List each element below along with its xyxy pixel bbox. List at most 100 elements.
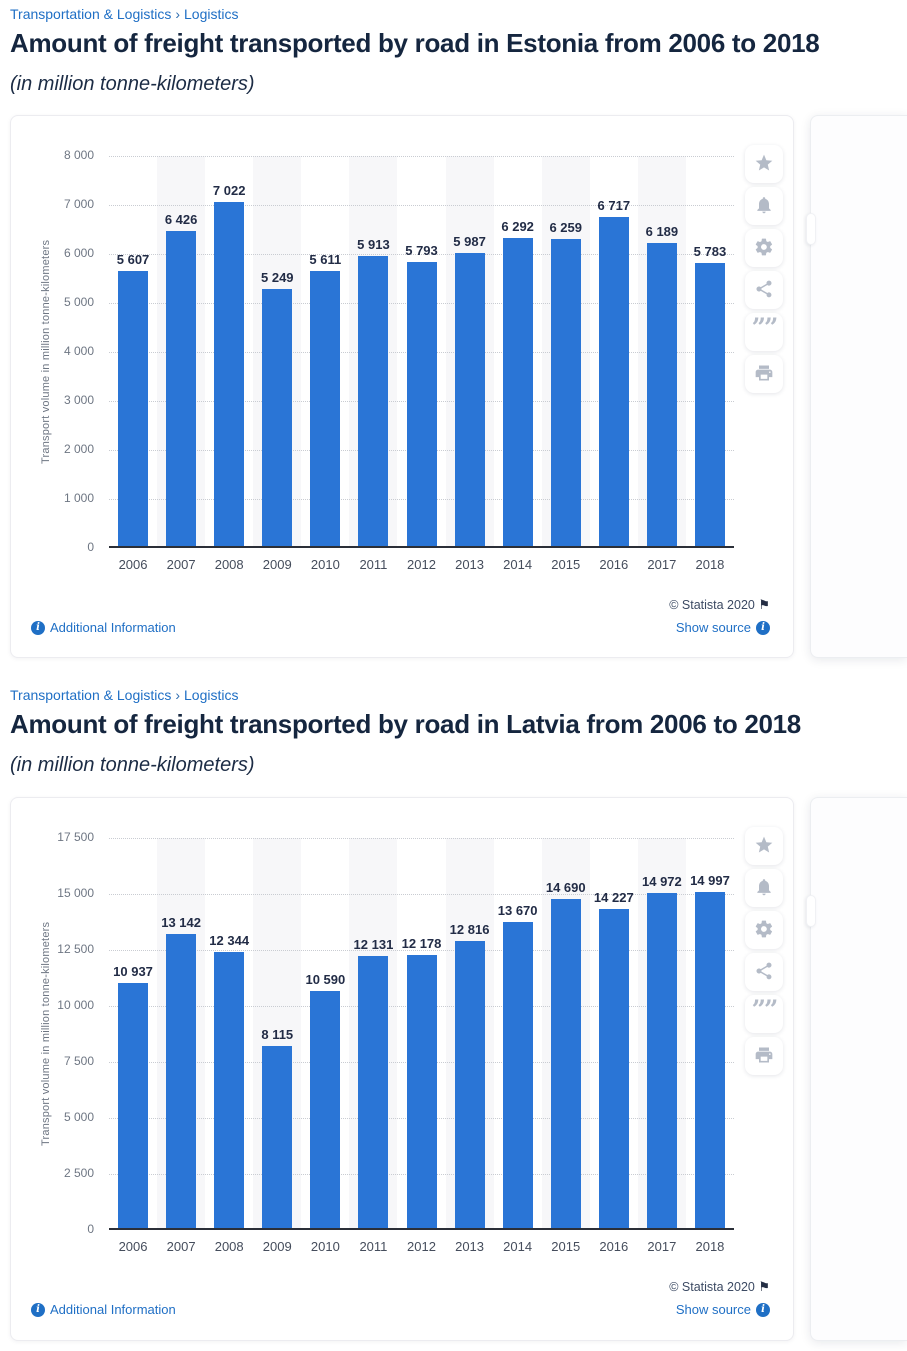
share-button[interactable]: [745, 953, 783, 991]
bar-value-label: 12 816: [449, 921, 490, 937]
bar-2012[interactable]: [406, 955, 437, 1228]
page-title: Amount of freight transported by road in…: [10, 28, 820, 58]
bar-2013[interactable]: [454, 252, 485, 546]
breadcrumb-subcategory-link[interactable]: Logistics: [184, 687, 239, 703]
additional-information-link[interactable]: i Additional Information: [31, 620, 176, 635]
bar-2006[interactable]: [118, 983, 149, 1228]
bar-2018[interactable]: [694, 892, 725, 1228]
print-button[interactable]: [745, 1037, 783, 1075]
breadcrumb-separator: ›: [175, 687, 181, 703]
bar-2008[interactable]: [214, 201, 245, 546]
bar-value-label: 10 937: [113, 964, 153, 980]
bar-2011[interactable]: [358, 256, 389, 546]
show-source-link[interactable]: Show source i: [676, 1302, 770, 1317]
breadcrumb: Transportation & Logistics › Logistics: [10, 687, 238, 703]
additional-information-link[interactable]: i Additional Information: [31, 1302, 176, 1317]
bar-2013[interactable]: [454, 940, 485, 1228]
bar-2007[interactable]: [166, 933, 197, 1228]
x-tick-label: 2015: [551, 1239, 581, 1254]
favorite-star-icon: [754, 835, 774, 858]
print-button[interactable]: [745, 355, 783, 393]
plot-area: 0 2 500 5 000 7 500 10 000 12 500 15 000 17 500…: [57, 830, 734, 1254]
page-title: Amount of freight transported by road in…: [10, 709, 801, 739]
breadcrumb-subcategory-link[interactable]: Logistics: [184, 6, 239, 22]
x-tick-label: 2011: [359, 557, 388, 572]
settings-button[interactable]: [745, 229, 783, 267]
favorite-button[interactable]: [745, 827, 783, 865]
bar-2015[interactable]: [550, 898, 581, 1228]
share-icon: [754, 961, 774, 984]
breadcrumb-category-link[interactable]: Transportation & Logistics: [10, 687, 172, 703]
bar-2012[interactable]: [406, 262, 437, 546]
bar-2011[interactable]: [358, 956, 389, 1228]
bar-2007[interactable]: [166, 231, 197, 546]
y-tick-label: 17 500: [57, 830, 94, 844]
bar-value-label: 6 259: [549, 220, 582, 236]
x-tick-label: 2013: [455, 557, 485, 572]
bar-2017[interactable]: [646, 892, 677, 1228]
gridline: [109, 205, 734, 206]
bar-value-label: 6 717: [597, 197, 631, 213]
bar-value-label: 6 426: [164, 212, 198, 228]
settings-button[interactable]: [745, 911, 783, 949]
info-icon: i: [756, 620, 770, 635]
bar-2017[interactable]: [646, 242, 677, 546]
x-tick-label: 2014: [503, 557, 533, 572]
info-icon: i: [31, 1302, 45, 1317]
citation-button[interactable]: ””: [745, 313, 783, 351]
show-source-link[interactable]: Show source i: [676, 620, 770, 635]
share-icon: [754, 279, 774, 302]
print-icon: [754, 363, 774, 386]
bar-2015[interactable]: [550, 239, 581, 546]
bar-2016[interactable]: [598, 909, 629, 1228]
gridline: [109, 254, 734, 255]
y-tick-label: 1 000: [63, 491, 94, 505]
panel-drag-handle[interactable]: [806, 895, 816, 927]
notification-button[interactable]: [745, 187, 783, 225]
bar-2014[interactable]: [502, 237, 533, 546]
x-tick-label: 2016: [599, 1239, 629, 1254]
copyright-note: © Statista 2020 ⚑: [669, 597, 770, 612]
settings-gear-icon: [754, 237, 774, 260]
bar-value-label: 14 227: [593, 890, 634, 906]
bar-2016[interactable]: [598, 216, 629, 546]
bar-2006[interactable]: [118, 271, 149, 546]
bar-2008[interactable]: [214, 951, 245, 1228]
bar-2009[interactable]: [262, 1046, 293, 1228]
print-icon: [754, 1045, 774, 1068]
x-tick-label: 2018: [695, 1239, 725, 1254]
bar-2014[interactable]: [502, 921, 533, 1228]
info-icon: i: [756, 1302, 770, 1317]
panel-drag-handle[interactable]: [806, 213, 816, 245]
bar-value-label: 14 690: [545, 879, 586, 895]
bar-2018[interactable]: [694, 262, 725, 546]
bar-value-label: 13 142: [161, 914, 201, 930]
bar-2010[interactable]: [310, 990, 341, 1228]
x-tick-label: 2008: [214, 557, 244, 572]
y-tick-label: 4 000: [63, 344, 94, 358]
share-button[interactable]: [745, 271, 783, 309]
breadcrumb-category-link[interactable]: Transportation & Logistics: [10, 6, 172, 22]
bar-value-label: 12 344: [209, 932, 250, 948]
notification-button[interactable]: [745, 869, 783, 907]
bar-value-label: 13 670: [497, 902, 538, 918]
bar-value-label: 6 189: [645, 223, 679, 239]
bar-value-label: 5 987: [453, 233, 486, 249]
y-tick-label: 2 500: [63, 1166, 94, 1180]
citation-button[interactable]: ””: [745, 995, 783, 1033]
breadcrumb: Transportation & Logistics › Logistics: [10, 6, 238, 22]
bar-value-label: 12 178: [401, 936, 442, 952]
bar-2009[interactable]: [262, 288, 293, 546]
notification-bell-icon: [754, 877, 774, 900]
bar-value-label: 6 292: [501, 218, 534, 234]
chart-toolbar: ””: [745, 145, 783, 393]
x-tick-label: 2007: [166, 557, 196, 572]
bar-2010[interactable]: [310, 271, 341, 546]
next-chart-preview-panel: [806, 115, 907, 658]
x-tick-label: 2017: [647, 557, 677, 572]
favorite-button[interactable]: [745, 145, 783, 183]
chart-card-latvia: Transport volume in million tonne-kilome…: [10, 797, 794, 1341]
notification-bell-icon: [754, 195, 774, 218]
citation-quote-icon: ””: [751, 313, 779, 342]
